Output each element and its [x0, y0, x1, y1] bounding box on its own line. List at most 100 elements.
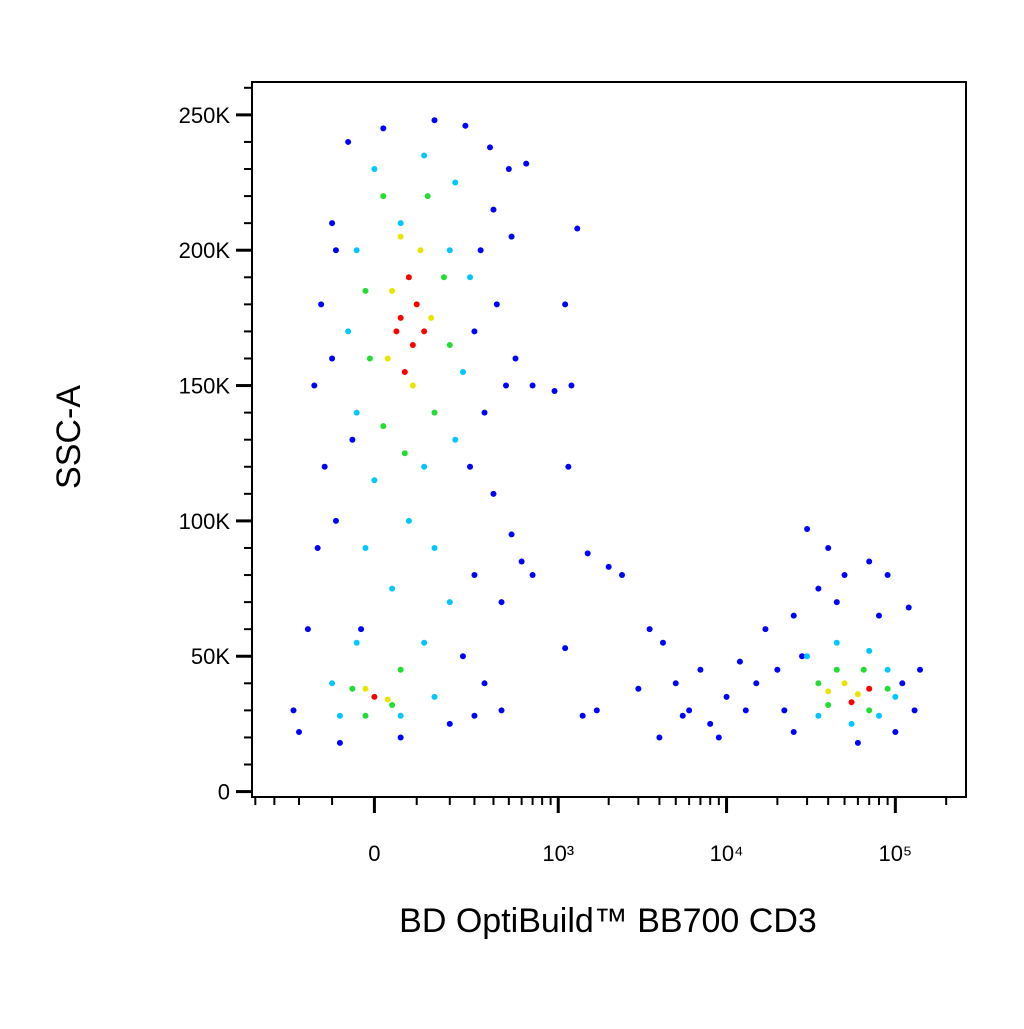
event-point — [467, 463, 474, 470]
event-point — [471, 572, 478, 579]
event-point — [440, 274, 447, 281]
event-point — [397, 233, 404, 240]
event-point — [866, 707, 873, 714]
event-point — [417, 247, 424, 254]
x-tick-label: 10⁵ — [879, 841, 913, 866]
event-point — [562, 645, 569, 652]
event-point — [679, 712, 686, 719]
event-point — [487, 144, 494, 151]
event-point — [413, 301, 420, 308]
event-point — [431, 544, 438, 551]
event-point — [905, 604, 912, 611]
event-point — [502, 382, 509, 389]
event-point — [336, 712, 343, 719]
event-point — [362, 712, 369, 719]
event-point — [656, 734, 663, 741]
event-point — [446, 720, 453, 727]
event-point — [841, 680, 848, 687]
event-point — [579, 712, 586, 719]
event-point — [462, 122, 469, 129]
event-point — [371, 477, 378, 484]
event-point — [318, 301, 325, 308]
event-point — [353, 409, 360, 416]
event-point — [409, 382, 416, 389]
event-point — [848, 720, 855, 727]
event-point — [529, 572, 536, 579]
event-point — [332, 517, 339, 524]
event-point — [715, 734, 722, 741]
event-point — [405, 517, 412, 524]
event-point — [498, 599, 505, 606]
event-point — [311, 382, 318, 389]
event-point — [697, 666, 704, 673]
event-point — [866, 647, 873, 654]
event-point — [336, 739, 343, 746]
event-point — [875, 612, 882, 619]
event-point — [523, 160, 530, 167]
event-point — [833, 666, 840, 673]
event-point — [397, 712, 404, 719]
event-point — [329, 355, 336, 362]
event-point — [815, 712, 822, 719]
event-point — [380, 125, 387, 132]
event-point — [825, 544, 832, 551]
event-point — [619, 572, 626, 579]
event-point — [841, 572, 848, 579]
event-point — [635, 685, 642, 692]
event-point — [646, 626, 653, 633]
event-point — [508, 233, 515, 240]
event-point — [884, 572, 891, 579]
event-point — [481, 680, 488, 687]
event-point — [353, 247, 360, 254]
x-tick-label: 10⁴ — [710, 841, 744, 866]
event-point — [389, 287, 396, 294]
event-point — [884, 666, 891, 673]
event-point — [397, 314, 404, 321]
event-point — [471, 712, 478, 719]
event-point — [380, 193, 387, 200]
event-point — [562, 301, 569, 308]
event-point — [345, 138, 352, 145]
event-point — [431, 693, 438, 700]
event-point — [825, 701, 832, 708]
event-point — [424, 193, 431, 200]
event-point — [707, 720, 714, 727]
event-point — [314, 544, 321, 551]
event-point — [854, 739, 861, 746]
y-tick-label: 50K — [191, 644, 230, 669]
event-point — [825, 688, 832, 695]
event-point — [332, 247, 339, 254]
event-point — [723, 693, 730, 700]
event-point — [366, 355, 373, 362]
event-point — [899, 680, 906, 687]
event-point — [397, 734, 404, 741]
event-point — [605, 563, 612, 570]
event-point — [781, 707, 788, 714]
event-point — [736, 658, 743, 665]
event-point — [866, 685, 873, 692]
plot-area — [290, 117, 924, 746]
y-tick-label: 150K — [179, 374, 231, 399]
event-point — [409, 341, 416, 348]
event-point — [431, 409, 438, 416]
event-point — [659, 639, 666, 646]
event-point — [459, 369, 466, 376]
event-point — [799, 653, 806, 660]
event-point — [384, 696, 391, 703]
event-point — [405, 274, 412, 281]
y-axis-label: SSC-A — [50, 385, 88, 489]
event-point — [401, 450, 408, 457]
event-point — [428, 314, 435, 321]
y-tick-label: 100K — [179, 509, 231, 534]
event-point — [397, 220, 404, 227]
event-point — [477, 247, 484, 254]
event-point — [371, 693, 378, 700]
event-point — [875, 712, 882, 719]
event-point — [349, 436, 356, 443]
event-point — [389, 585, 396, 592]
event-point — [762, 626, 769, 633]
event-point — [753, 680, 760, 687]
event-point — [329, 680, 336, 687]
event-point — [371, 166, 378, 173]
